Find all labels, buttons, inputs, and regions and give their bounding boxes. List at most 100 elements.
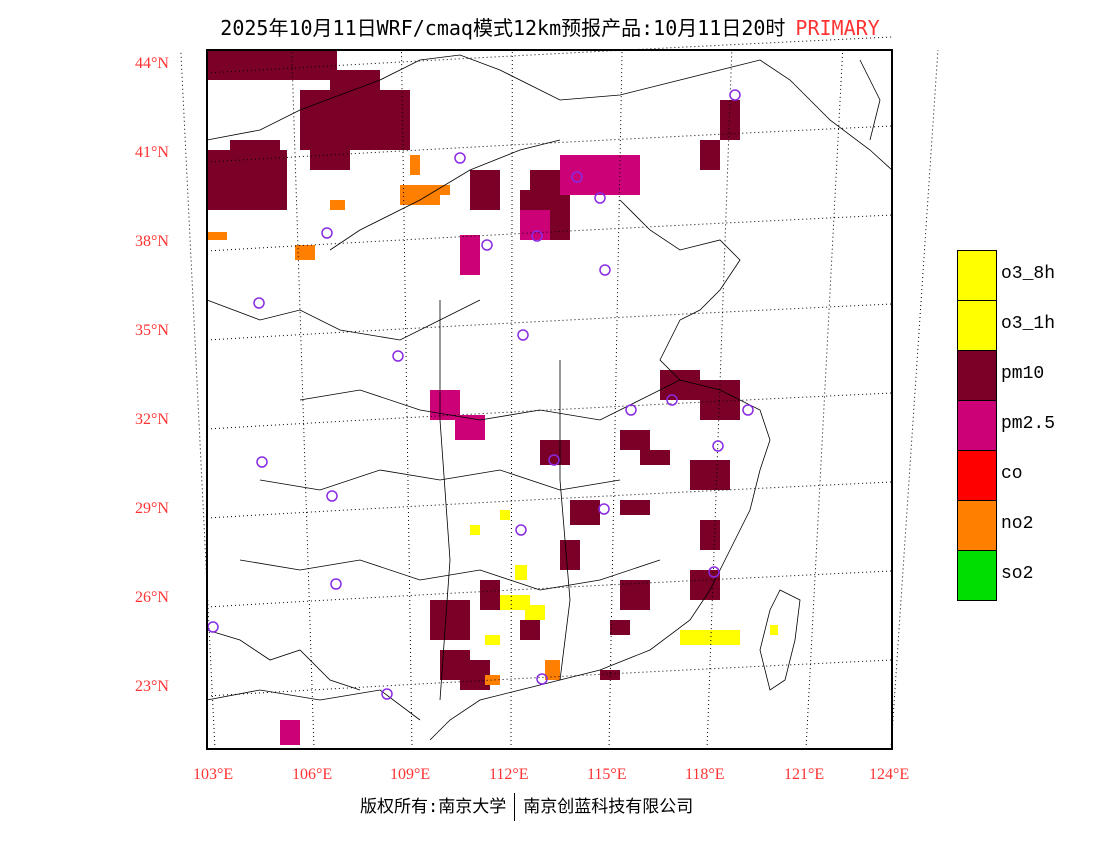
longitude-line [180,49,216,750]
station-marker [481,239,493,251]
legend-label: co [1001,464,1023,484]
no2-cell [330,200,345,210]
pm10-cell [230,140,280,170]
no2-cell [295,245,315,260]
map-frame [206,49,893,750]
pm10-cell [480,580,500,610]
o3-cell [770,625,778,635]
pm10-cell [700,140,720,170]
latitude-line [206,659,893,697]
pm10-cell [690,570,720,600]
boundary-line [439,300,451,701]
station-marker [256,456,268,468]
station-marker [326,490,338,502]
legend-label: pm2.5 [1001,414,1056,434]
legend-swatch [957,350,997,400]
station-marker [571,171,583,183]
station-marker [599,264,611,276]
pm10-cell [530,170,560,200]
legend-swatch [957,300,997,350]
legend-label: o3_1h [1001,314,1056,334]
lat-label: 26°N [135,589,169,606]
longitude-line [706,49,733,750]
station-marker [729,89,741,101]
pm25-cell [280,720,300,745]
pm10-cell [520,620,540,640]
pm10-cell [620,500,650,515]
pm10-cell [310,140,350,170]
pm25-cell [455,415,485,440]
boundary-line [299,379,681,421]
station-marker [666,394,678,406]
legend-swatch [957,550,997,601]
boundary-line [206,54,893,171]
boundary-line [259,469,621,491]
o3-cell [485,635,500,645]
copyright-right: 南京创蓝科技有限公司 [523,797,694,817]
legend-swatch [957,400,997,450]
station-marker [517,329,529,341]
no2-cell [485,675,500,685]
title-text: 2025年10月11日WRF/cmaq模式12km预报产品:10月11日20时 [220,16,786,40]
lat-label: 41°N [135,144,169,161]
lon-label: 112°E [489,766,529,783]
longitude-line [890,49,939,750]
o3-cell [500,510,510,520]
pm10-cell [660,370,700,400]
station-marker [207,621,219,633]
lon-label: 109°E [390,766,431,783]
o3-cell [525,605,545,620]
latitude-line [206,303,893,341]
longitude-line [510,49,513,750]
graticule [180,36,939,750]
lat-label: 29°N [135,500,169,517]
station-marker [536,673,548,685]
legend-label: pm10 [1001,364,1045,384]
station-marker [321,227,333,239]
legend-label: so2 [1001,564,1034,584]
station-marker [253,297,265,309]
lon-label: 121°E [784,766,825,783]
station-marker [454,152,466,164]
pm10-cell [600,670,620,680]
legend-swatch [957,500,997,550]
boundary-line [206,689,421,721]
pm25-cell [520,210,550,240]
pm10-cell [570,500,600,525]
o3-cell [470,525,480,535]
longitude-line [805,49,844,750]
copyright-footer: 版权所有:南京大学 南京创蓝科技有限公司 [360,792,693,821]
legend-label: no2 [1001,514,1034,534]
pm10-cell [610,620,630,635]
station-markers [207,89,754,700]
legend-swatch [957,450,997,500]
station-marker [515,524,527,536]
lon-label: 115°E [587,766,627,783]
station-marker [625,404,637,416]
boundary-line [206,629,361,691]
pm10-cell [470,170,500,210]
pm10-cell [540,440,570,465]
o3-cell [515,565,527,580]
station-marker [330,578,342,590]
lat-label: 35°N [135,322,169,339]
pm10-cell [700,520,720,550]
no2-cell [545,660,560,680]
boundary-line [239,559,661,591]
map-title: 2025年10月11日WRF/cmaq模式12km预报产品:10月11日20时 P… [0,12,1100,41]
pm10-cell [430,600,470,640]
station-marker [712,440,724,452]
footer-separator [514,793,516,821]
lon-label: 124°E [869,766,910,783]
boundaries [206,54,893,741]
station-marker [742,404,754,416]
station-marker [381,688,393,700]
no2-cell [207,232,227,240]
pm10-cell [700,380,740,420]
longitude-line [608,49,623,750]
lat-label: 38°N [135,233,169,250]
pm10-cell [620,430,650,450]
boundary-line [329,139,561,251]
copyright-left: 版权所有:南京大学 [360,797,507,817]
